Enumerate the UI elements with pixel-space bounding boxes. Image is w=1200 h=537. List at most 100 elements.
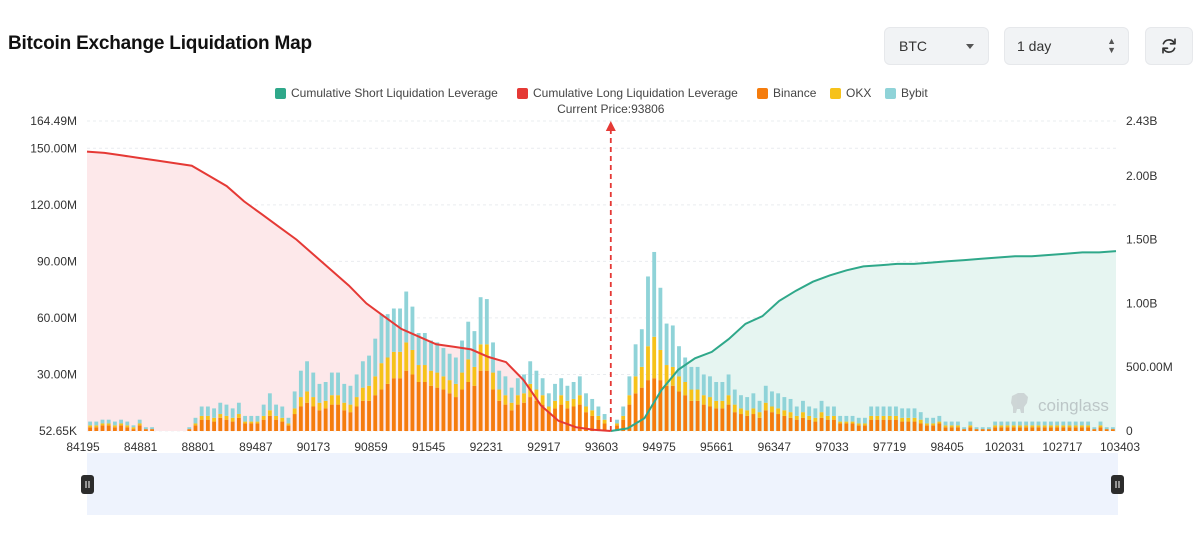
y-axis-left: 52.65K 30.00M 60.00M 90.00M 120.00M 150.00M 16… xyxy=(30,114,77,438)
bar-bybit xyxy=(143,427,148,430)
slider-track[interactable] xyxy=(87,453,1118,515)
bar-binance xyxy=(559,404,564,431)
bar-bybit xyxy=(398,308,402,352)
bar-okx xyxy=(949,425,954,428)
short-cumulative-line xyxy=(610,250,1117,432)
bar-okx xyxy=(881,415,886,420)
bar-okx xyxy=(801,412,805,418)
bar-binance xyxy=(1104,429,1109,431)
bar-okx xyxy=(336,395,340,405)
long-cumulative-line xyxy=(86,150,611,432)
bar-binance xyxy=(230,421,235,431)
bar-okx xyxy=(1042,425,1047,428)
refresh-button[interactable] xyxy=(1145,27,1193,65)
zoom-slider[interactable] xyxy=(81,453,1124,515)
bar-binance xyxy=(875,419,880,431)
page-title: Bitcoin Exchange Liquidation Map xyxy=(8,33,312,54)
bar-okx xyxy=(391,351,396,379)
bar-binance xyxy=(515,404,520,431)
bar-okx xyxy=(751,408,756,415)
bar-bybit xyxy=(1017,421,1022,426)
bar-okx xyxy=(825,415,830,420)
legend-binance-label: Binance xyxy=(773,86,817,100)
y-right-tick-label: 500.00M xyxy=(1126,360,1173,374)
coin-select[interactable]: BTC xyxy=(884,27,989,65)
bar-bybit xyxy=(658,287,663,350)
bar-binance xyxy=(577,404,582,431)
bar-bybit xyxy=(292,391,297,409)
bar-okx xyxy=(664,365,669,386)
time-range-select[interactable]: 1 day ▲ ▼ xyxy=(1004,27,1129,65)
bar-bybit xyxy=(429,340,433,371)
y-left-tick-label: 150.00M xyxy=(30,141,77,155)
bar-okx xyxy=(1036,425,1041,428)
bar-binance xyxy=(342,410,347,431)
bar-binance xyxy=(280,421,285,431)
bar-okx xyxy=(695,389,700,401)
bar-okx xyxy=(912,417,917,422)
bar-okx xyxy=(807,415,812,420)
bar-binance xyxy=(398,378,402,431)
bar-binance xyxy=(813,421,818,431)
bar-binance xyxy=(621,419,626,431)
bar-okx xyxy=(621,415,626,420)
bar-binance xyxy=(931,425,936,431)
bar-binance xyxy=(410,374,415,431)
bar-bybit xyxy=(280,406,285,418)
caret-down-icon xyxy=(966,44,974,49)
bar-binance xyxy=(664,385,669,431)
bar-binance xyxy=(497,400,502,431)
bar-binance xyxy=(633,393,638,431)
bar-okx xyxy=(1073,425,1078,428)
y-right-tick-label: 2.43B xyxy=(1126,114,1157,128)
bar-okx xyxy=(255,421,260,424)
slider-handle-left[interactable] xyxy=(81,475,94,494)
bar-okx xyxy=(844,421,849,424)
bar-binance xyxy=(261,419,266,431)
bar-bybit xyxy=(844,415,849,422)
bar-bybit xyxy=(999,421,1004,426)
bar-binance xyxy=(534,400,539,431)
bar-bybit xyxy=(503,376,508,396)
bar-bybit xyxy=(590,398,595,411)
bar-okx xyxy=(311,397,316,407)
y-right-tick-label: 2.00B xyxy=(1126,169,1157,183)
bar-okx xyxy=(509,402,514,411)
bar-okx xyxy=(646,346,650,381)
bar-okx xyxy=(274,415,278,420)
bar-binance xyxy=(305,402,309,431)
bar-binance xyxy=(193,425,198,431)
bar-binance xyxy=(94,427,99,431)
bar-binance xyxy=(329,404,334,431)
bar-okx xyxy=(429,370,433,386)
bar-okx xyxy=(224,415,229,420)
bar-bybit xyxy=(584,393,588,407)
x-tick-label: 84195 xyxy=(66,440,100,454)
bar-bybit xyxy=(125,421,130,426)
bar-bybit xyxy=(615,419,619,424)
bar-bybit xyxy=(522,374,526,394)
bar-okx xyxy=(720,400,725,409)
x-tick-label: 92231 xyxy=(470,440,504,454)
bar-okx xyxy=(1011,425,1016,428)
legend-bybit-swatch xyxy=(885,88,896,99)
y-left-tick-label: 60.00M xyxy=(37,311,77,325)
bar-binance xyxy=(850,423,855,431)
bar-binance xyxy=(224,419,229,431)
bar-bybit xyxy=(379,314,384,364)
slider-handle-right[interactable] xyxy=(1111,475,1124,494)
bar-bybit xyxy=(255,415,260,422)
bar-binance xyxy=(838,423,843,431)
bar-bybit xyxy=(205,406,210,416)
bar-bybit xyxy=(856,417,861,424)
bar-okx xyxy=(385,357,390,384)
bar-okx xyxy=(639,366,644,388)
x-tick-label: 84881 xyxy=(124,440,158,454)
bar-okx xyxy=(887,415,892,420)
bar-binance xyxy=(993,427,998,431)
bar-bybit xyxy=(385,314,390,358)
bar-okx xyxy=(869,415,874,420)
bar-bybit xyxy=(100,419,105,424)
bar-bybit xyxy=(131,425,136,428)
bar-binance xyxy=(447,393,452,431)
